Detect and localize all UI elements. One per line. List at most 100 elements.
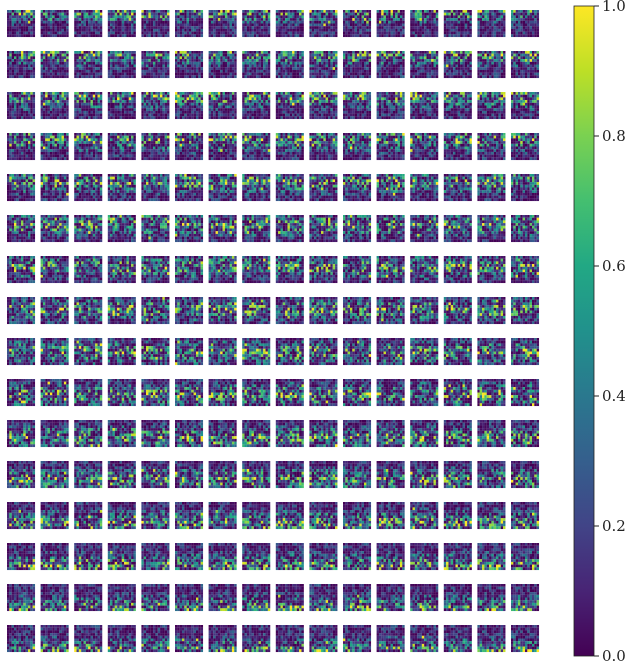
heatmap-cell — [428, 53, 432, 57]
heatmap-cell — [54, 61, 57, 65]
heatmap-cell — [484, 75, 487, 79]
heatmap-cell — [421, 75, 425, 79]
heatmap-cell — [515, 51, 519, 54]
heatmap-cell — [167, 105, 170, 109]
heatmap-cell — [224, 92, 228, 95]
heatmap-cell — [160, 20, 163, 24]
heatmap-cell — [311, 12, 315, 16]
heatmap-cell — [464, 75, 468, 79]
heatmap-cell — [175, 116, 178, 120]
heatmap-cell — [217, 102, 221, 106]
heatmap-cell — [503, 56, 506, 60]
heatmap-cell — [486, 56, 490, 60]
heatmap-cell — [78, 20, 82, 24]
heatmap-cell — [107, 94, 111, 98]
heatmap-cell — [385, 10, 389, 13]
heatmap-cell — [40, 75, 43, 79]
heatmap-cell — [119, 51, 122, 54]
heatmap-cell — [397, 12, 400, 16]
heatmap-cell — [282, 56, 286, 60]
heatmap-cell — [30, 59, 33, 62]
heatmap-cell — [14, 28, 17, 32]
heatmap-cell — [184, 94, 187, 98]
heatmap-cell — [412, 61, 415, 65]
heatmap-cell — [85, 51, 89, 54]
heatmap-cell — [364, 15, 367, 19]
heatmap-cell — [217, 26, 221, 29]
heatmap-cell — [285, 51, 288, 54]
heatmap-cell — [224, 10, 228, 13]
heatmap-cell — [511, 23, 514, 27]
heatmap-cell — [462, 15, 465, 19]
heatmap-cell — [392, 75, 396, 79]
heatmap-cell — [215, 12, 218, 16]
heatmap-cell — [278, 102, 281, 106]
heatmap-cell — [90, 67, 93, 70]
heatmap-cell — [448, 31, 451, 35]
heatmap-cell — [402, 53, 405, 57]
heatmap-cell — [482, 18, 485, 21]
heatmap-cell — [359, 75, 362, 79]
heatmap-cell — [364, 64, 367, 68]
heatmap-cell — [280, 51, 283, 54]
heatmap-cell — [278, 23, 281, 27]
heatmap-cell — [30, 67, 33, 70]
heatmap-cell — [63, 56, 67, 60]
heatmap-cell — [124, 15, 127, 19]
heatmap-cell — [222, 51, 225, 54]
heatmap-cell — [208, 97, 211, 101]
heatmap-cell — [280, 110, 283, 114]
heatmap-cell — [153, 94, 156, 98]
heatmap-cell — [234, 100, 237, 103]
heatmap-cell — [536, 20, 540, 24]
heatmap-cell — [160, 10, 163, 13]
heatmap-cell — [498, 67, 501, 70]
heatmap-cell — [175, 102, 178, 106]
heatmap-cell — [335, 15, 338, 19]
heatmap-cell — [117, 12, 120, 16]
heatmap-cell — [143, 53, 147, 57]
heatmap-cell — [491, 34, 494, 38]
heatmap-cell — [231, 12, 235, 16]
heatmap-cell — [74, 26, 77, 29]
heatmap-cell — [59, 12, 62, 16]
heatmap-cell — [229, 92, 232, 95]
heatmap-cell — [265, 110, 268, 114]
heatmap-cell — [131, 102, 134, 106]
heatmap-cell — [525, 34, 528, 38]
heatmap-cell — [263, 102, 266, 106]
heatmap-cell — [385, 72, 389, 76]
heatmap-cell — [23, 75, 26, 79]
heatmap-cell — [299, 31, 302, 35]
heatmap-cell — [275, 97, 279, 101]
heatmap-cell — [97, 105, 100, 109]
heatmap-cell — [263, 92, 266, 95]
heatmap-cell — [85, 92, 89, 95]
heatmap-cell — [285, 116, 288, 120]
heatmap-cell — [146, 31, 149, 35]
heatmap-cell — [287, 23, 290, 27]
heatmap-cell — [83, 75, 86, 79]
heatmap-cell — [414, 10, 418, 13]
heatmap-cell — [376, 31, 379, 35]
heatmap-cell — [343, 31, 346, 35]
heatmap-cell — [352, 10, 355, 13]
heatmap-cell — [124, 12, 127, 16]
heatmap-cell — [217, 92, 221, 95]
heatmap-cell — [383, 53, 386, 57]
heatmap-cell — [311, 15, 315, 19]
heatmap-cell — [343, 51, 346, 54]
heatmap-cell — [503, 61, 506, 65]
heatmap-cell — [160, 67, 163, 70]
heatmap-cell — [217, 56, 221, 60]
heatmap-cell — [292, 97, 295, 101]
heatmap-cell — [186, 116, 190, 120]
heatmap-panel — [175, 51, 204, 79]
heatmap-cell — [146, 53, 149, 57]
heatmap-cell — [28, 67, 31, 70]
heatmap-cell — [518, 59, 521, 62]
heatmap-cell — [496, 18, 499, 21]
heatmap-cell — [443, 61, 447, 65]
heatmap-cell — [153, 116, 156, 120]
heatmap-cell — [426, 20, 429, 24]
